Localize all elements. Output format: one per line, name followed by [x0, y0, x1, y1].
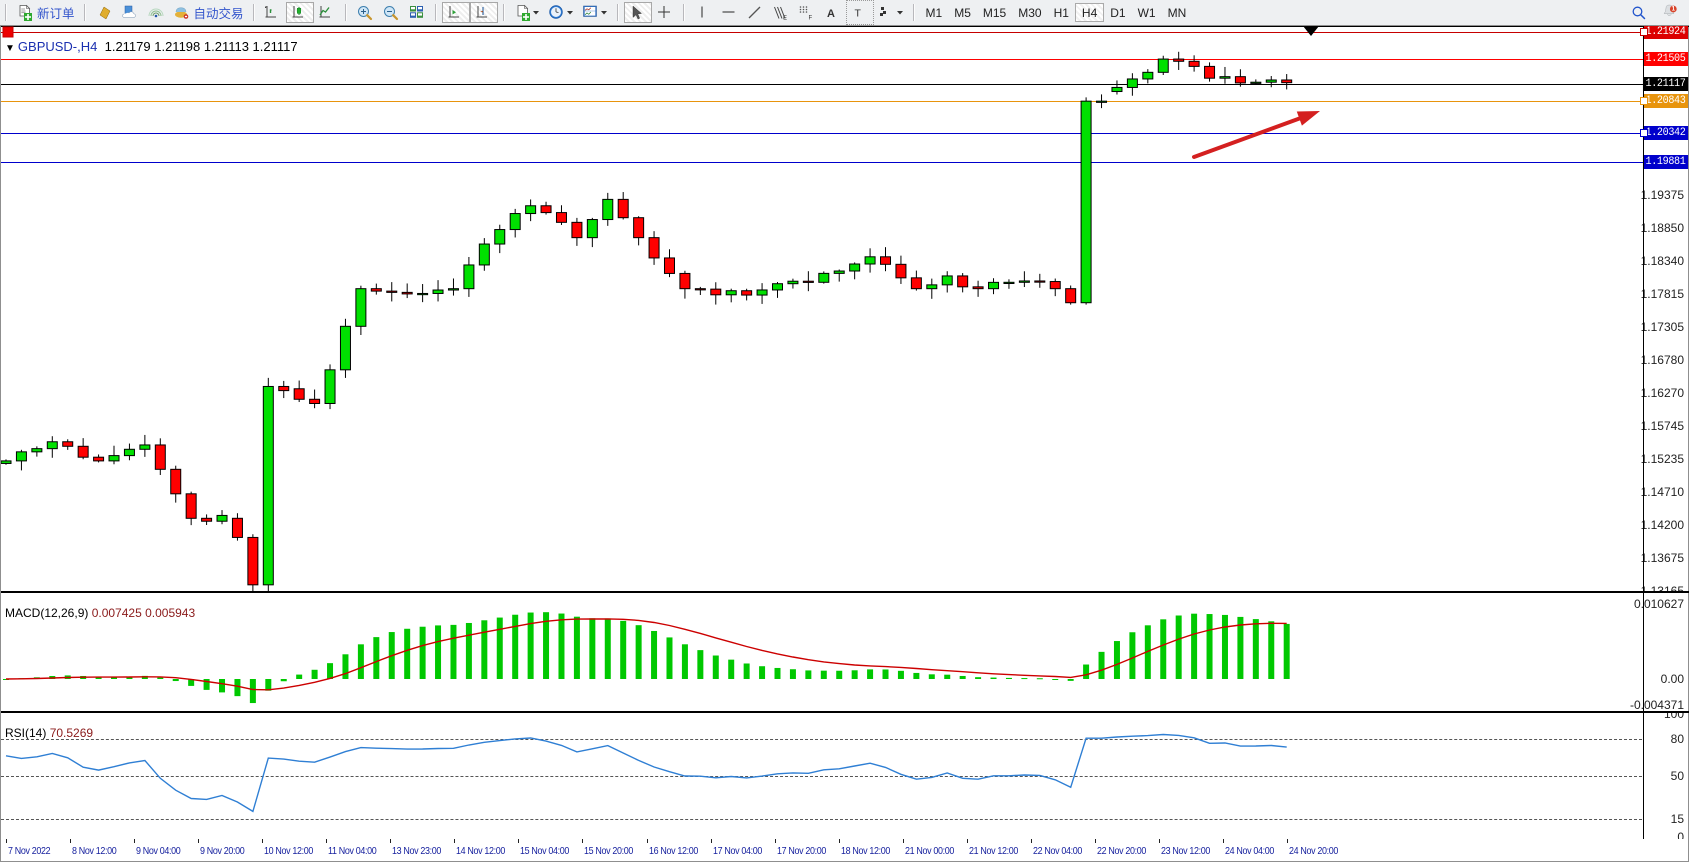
svg-text:E: E [783, 15, 787, 21]
svg-text:T: T [854, 7, 861, 19]
svg-text:A: A [827, 8, 835, 20]
svg-text:1: 1 [1672, 5, 1676, 12]
svg-text:F: F [808, 15, 812, 21]
